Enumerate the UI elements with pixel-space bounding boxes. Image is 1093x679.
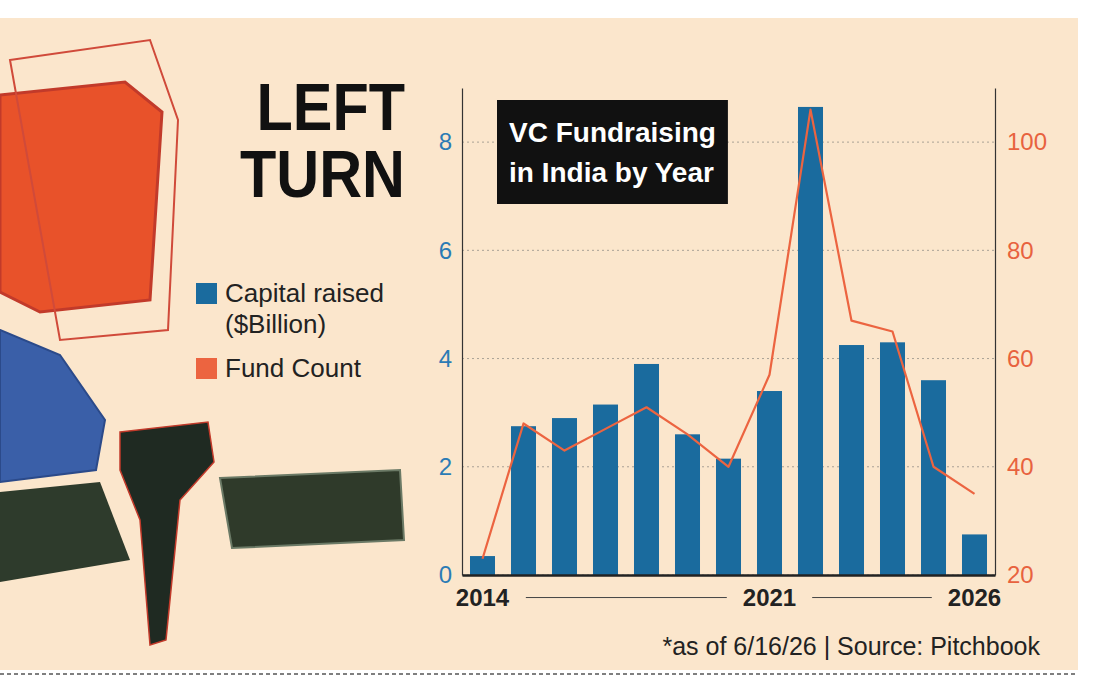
- headline-group: LEFTTURN: [240, 70, 405, 211]
- text-line: in India by Year: [509, 157, 714, 188]
- tick-label: 60: [1007, 345, 1034, 372]
- text-line: Capital raised: [225, 278, 384, 308]
- tick: 40: [995, 453, 1034, 480]
- illustration-shape: [10, 40, 178, 340]
- illustration: [0, 40, 404, 645]
- y-axis: 0 2 4 6 8: [439, 89, 463, 589]
- legend-label: Fund Count: [225, 353, 362, 383]
- axis-line: [462, 89, 463, 576]
- text-line: ($Billion): [225, 309, 326, 339]
- title-background: [497, 100, 728, 204]
- chart-canvas: LEFTTURN 0 2 4 6 8 20 40 60 80 100 2014 2021 2026 VC F…: [0, 0, 1093, 679]
- illustration-shape: [0, 330, 105, 482]
- bar: [839, 345, 864, 575]
- illustration-shape: [0, 482, 130, 582]
- title-box: VC Fundraising in India by Year: [497, 100, 728, 204]
- bar: [470, 556, 495, 575]
- tick: 80: [995, 237, 1034, 264]
- bar: [552, 418, 577, 575]
- axis-line: [995, 89, 996, 576]
- legend-swatch: [196, 283, 217, 304]
- text-line: LEFT: [257, 70, 405, 144]
- tick-label: 8: [439, 128, 452, 155]
- text-line: Fund Count: [225, 353, 362, 383]
- text-line: TURN: [240, 137, 405, 211]
- plot-marks: [470, 107, 987, 575]
- tick-label: 2026: [948, 584, 1001, 611]
- tick: 2021: [743, 584, 796, 611]
- illustration-shape: [220, 470, 404, 548]
- bar: [921, 380, 946, 575]
- legend: Capital raised($Billion) Fund Count: [196, 278, 384, 383]
- grid-line: [462, 250, 995, 251]
- tick-label: 80: [1007, 237, 1034, 264]
- axis-rule: [812, 597, 932, 598]
- bar: [675, 434, 700, 575]
- tick-label: 2014: [456, 584, 510, 611]
- bar: [880, 342, 905, 575]
- tick-label: 2021: [743, 584, 796, 611]
- tick: 4: [439, 345, 462, 372]
- headline: LEFTTURN: [240, 70, 405, 211]
- tick-label: 100: [1007, 128, 1047, 155]
- tick-label: 40: [1007, 453, 1034, 480]
- bar: [757, 391, 782, 575]
- tick: 2: [439, 453, 462, 480]
- tick-label: 2: [439, 453, 452, 480]
- bar: [511, 426, 536, 575]
- axis-rule: [526, 597, 727, 598]
- bar: [634, 364, 659, 575]
- bar: [962, 534, 987, 575]
- title: VC Fundraising in India by Year: [509, 117, 716, 188]
- tick-label: 0: [439, 561, 452, 588]
- legend-entry: Capital raised($Billion): [196, 278, 384, 339]
- tick-label: 20: [1007, 561, 1034, 588]
- bar: [798, 107, 823, 575]
- legend-swatch: [196, 358, 217, 379]
- tick-label: 6: [439, 237, 452, 264]
- tick: 6: [439, 237, 462, 264]
- tick-label: 4: [439, 345, 452, 372]
- border-rule: [0, 673, 1078, 675]
- illustration-shape: [120, 422, 214, 645]
- illustration-shape: [0, 82, 162, 312]
- x-axis: 2014 2021 2026: [456, 576, 1001, 612]
- tick: 8: [439, 128, 462, 155]
- tick: 60: [995, 345, 1034, 372]
- legend-entry: Fund Count: [196, 353, 362, 383]
- legend-label: Capital raised($Billion): [225, 278, 384, 339]
- line: [483, 110, 975, 559]
- source-note: *as of 6/16/26 | Source: Pitchbook: [662, 632, 1040, 660]
- axis-line: [463, 574, 996, 577]
- grid-line: [462, 575, 995, 576]
- grid-line: [462, 358, 995, 359]
- background: [0, 18, 1078, 670]
- tick: 2026: [948, 584, 1001, 611]
- bar: [716, 459, 741, 575]
- grid: [462, 142, 995, 575]
- text-line: VC Fundraising: [509, 117, 716, 148]
- tick: 100: [995, 128, 1047, 155]
- tick: 2014: [456, 584, 510, 611]
- y2-axis: 20 40 60 80 100: [995, 89, 1047, 589]
